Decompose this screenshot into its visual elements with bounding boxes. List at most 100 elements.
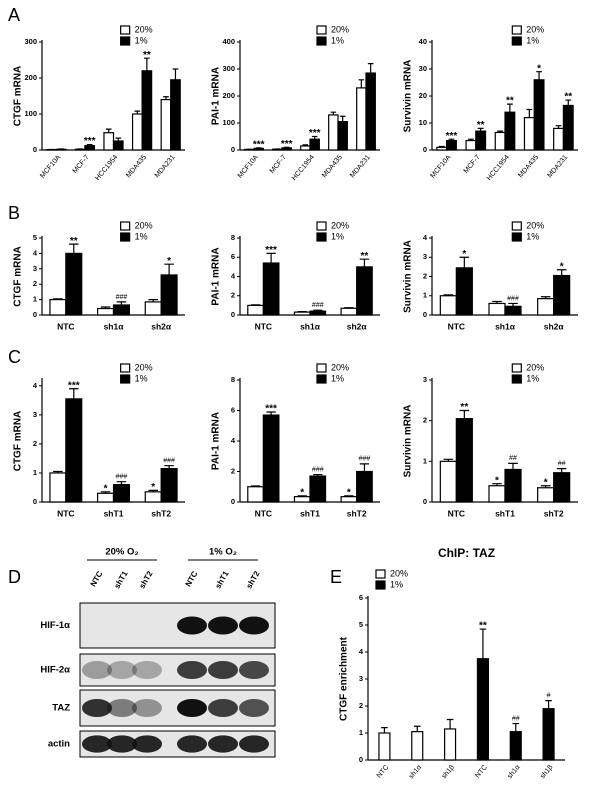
error-bar <box>283 146 290 148</box>
legend-label: 1% <box>526 373 539 383</box>
error-bar <box>116 481 127 485</box>
blot-band <box>132 735 162 753</box>
error-bar <box>545 700 552 709</box>
y-tick-label: 40 <box>419 37 427 46</box>
y-tick-label: 0 <box>423 145 427 154</box>
significance-label: ** <box>479 621 487 632</box>
bar <box>300 145 311 151</box>
legend-label: 1% <box>526 35 539 45</box>
bar <box>356 266 373 316</box>
error-bar <box>526 108 533 118</box>
error-bar <box>255 147 262 149</box>
bar <box>365 72 376 151</box>
y-tick-label: 5 <box>33 233 37 242</box>
x-tick-label: shT1 <box>300 508 320 518</box>
blot-band <box>208 616 238 635</box>
y-tick-label: 3 <box>423 252 427 261</box>
x-tick-label: shT2 <box>544 508 564 518</box>
error-bar <box>359 258 370 267</box>
y-tick-label: 2 <box>423 416 427 425</box>
legend-swatch <box>316 374 327 384</box>
significance-label: ## <box>558 460 566 467</box>
x-tick-label: sh2α <box>544 321 565 331</box>
blot-band <box>177 616 207 635</box>
bar <box>455 418 473 503</box>
y-tick-label: 3 <box>423 375 427 384</box>
y-tick-label: 6 <box>231 252 235 261</box>
legend-swatch <box>120 36 131 46</box>
y-tick-label: 10 <box>419 118 427 127</box>
blot-band <box>239 661 269 679</box>
blot-band <box>177 699 207 717</box>
y-tick-label: 400 <box>222 37 235 46</box>
blot-band <box>132 699 162 717</box>
legend-swatch <box>316 25 327 35</box>
significance-label: *** <box>281 139 293 150</box>
bar <box>141 70 153 151</box>
blot-band <box>107 735 137 753</box>
bar <box>436 146 448 151</box>
bar <box>439 460 457 503</box>
y-axis-label: Survivin mRNA <box>403 240 414 313</box>
error-bar <box>163 96 169 100</box>
significance-label: * <box>104 483 108 494</box>
error-bar <box>540 296 551 299</box>
bar <box>494 131 506 151</box>
blot-band <box>208 661 238 679</box>
error-bar <box>339 115 346 122</box>
bar <box>488 485 506 503</box>
bar <box>509 731 522 761</box>
bar <box>247 486 264 503</box>
y-tick-label: 300 <box>222 64 235 73</box>
y-tick-label: 2 <box>359 701 363 710</box>
y-axis-label: CTGF enrichment <box>339 636 350 721</box>
y-tick-label: 2 <box>231 466 235 475</box>
legend-swatch <box>511 25 522 35</box>
error-bar <box>556 269 567 276</box>
significance-label: ** <box>564 92 572 103</box>
legend-label: 1% <box>135 231 148 241</box>
significance-label: * <box>495 475 499 486</box>
blot-band <box>82 661 112 679</box>
bar <box>97 307 115 316</box>
y-tick-label: 2 <box>33 439 37 448</box>
significance-label: ### <box>359 456 371 463</box>
error-bar <box>148 489 158 492</box>
error-bar <box>53 470 63 473</box>
error-bar <box>438 145 445 148</box>
y-tick-label: 6 <box>359 593 363 602</box>
y-tick-label: 0 <box>33 497 37 506</box>
bar <box>112 140 124 151</box>
y-tick-label: 1 <box>33 295 37 304</box>
bar <box>533 79 545 151</box>
legend-swatch <box>511 374 522 384</box>
significance-label: * <box>151 482 155 493</box>
blot-band <box>239 735 269 753</box>
protein-label: HIF-2α <box>40 665 70 676</box>
bar <box>103 132 115 151</box>
y-tick-label: 0 <box>231 145 235 154</box>
x-tick-label: NTC <box>57 508 74 518</box>
significance-label: ## <box>512 715 520 722</box>
error-bar <box>69 388 79 399</box>
bar <box>97 492 115 503</box>
bar <box>475 130 487 151</box>
significance-label: *** <box>253 139 265 150</box>
bar <box>112 304 130 316</box>
significance-label: ### <box>312 466 324 473</box>
error-bar <box>555 125 562 129</box>
y-tick-label: 6 <box>231 405 235 414</box>
panel-label: A <box>8 5 20 25</box>
y-axis-label: CTGF mRNA <box>13 411 24 472</box>
significance-label: ** <box>70 236 78 247</box>
y-tick-label: 4 <box>231 271 236 280</box>
condition-label: 20% O₂ <box>105 547 138 558</box>
error-bar <box>540 485 551 488</box>
bar <box>356 470 373 503</box>
error-bar <box>446 718 454 729</box>
error-bar <box>344 495 354 497</box>
legend-swatch <box>120 25 131 35</box>
blot-band <box>82 735 112 753</box>
significance-label: * <box>560 261 564 272</box>
y-axis-label: PAI-1 mRNA <box>211 412 222 470</box>
